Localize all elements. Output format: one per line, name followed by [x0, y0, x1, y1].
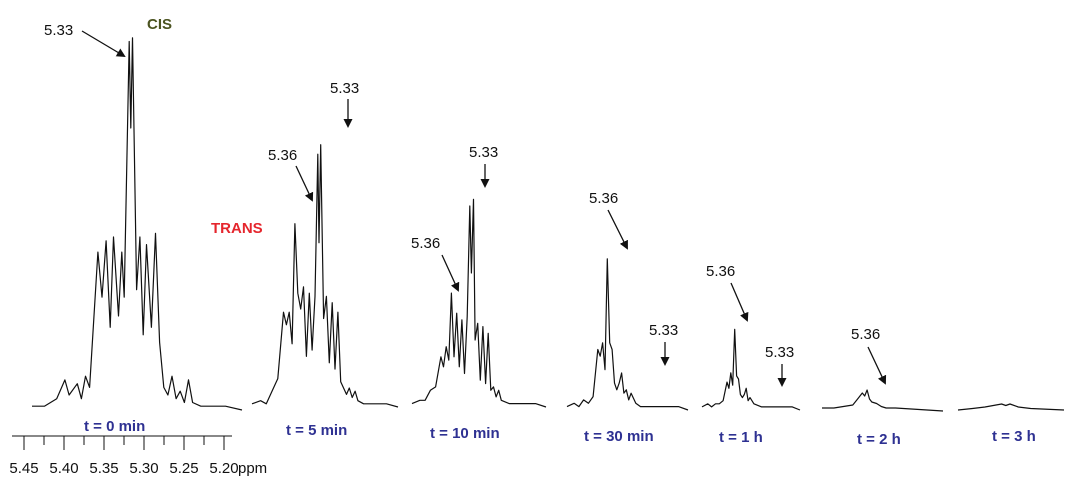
annotation-arrow: [295, 165, 314, 202]
spectrum-trace: [822, 389, 944, 412]
tick-label: 5.35: [89, 460, 118, 477]
annotation-arrow: [441, 254, 460, 292]
tick-label: 5.25: [169, 460, 198, 477]
spectrum-trace: [32, 37, 243, 411]
tick-label: 5.40: [49, 460, 78, 477]
ppm-axis: 5.45 5.40 5.35 5.30 5.25 5.20 ppm: [9, 435, 267, 477]
tick-label: 5.45: [9, 460, 38, 477]
trans-label: TRANS: [211, 220, 263, 237]
spectra-layer: [32, 37, 1065, 412]
annotation-arrow: [607, 209, 628, 250]
peak-label: 5.36: [268, 147, 297, 164]
peak-label: 5.36: [706, 263, 735, 280]
peak-label: 5.36: [411, 235, 440, 252]
tick-label: 5.30: [129, 460, 158, 477]
spectrum-trace: [411, 198, 547, 408]
peak-label: 5.33: [649, 322, 678, 339]
time-label: t = 30 min: [584, 428, 654, 445]
time-label: t = 0 min: [84, 418, 145, 435]
cis-label: CIS: [147, 16, 172, 33]
time-label: t = 5 min: [286, 422, 347, 439]
peak-label: 5.36: [851, 326, 880, 343]
time-label: t = 3 h: [992, 428, 1036, 445]
annotation-arrows: [81, 30, 887, 387]
time-label: t = 2 h: [857, 431, 901, 448]
time-label: t = 1 h: [719, 429, 763, 446]
spectrum-trace: [701, 328, 801, 411]
annotation-arrow: [81, 30, 126, 58]
annotation-arrow: [730, 282, 749, 322]
peak-label: 5.33: [469, 144, 498, 161]
time-label: t = 10 min: [430, 425, 500, 442]
labels-layer: CIS TRANS t = 0 min 5.33 t = 5 min 5.36 5.33…: [44, 16, 1036, 448]
spectrum-trace: [251, 144, 399, 408]
peak-label: 5.33: [44, 22, 73, 39]
peak-label: 5.36: [589, 190, 618, 207]
spectrum-trace: [566, 258, 689, 411]
peak-label: 5.33: [330, 80, 359, 97]
peak-label: 5.33: [765, 344, 794, 361]
annotation-arrow: [867, 346, 887, 385]
tick-label: 5.20: [209, 460, 238, 477]
axis-unit-label: ppm: [238, 460, 267, 477]
spectrum-trace: [957, 403, 1065, 411]
